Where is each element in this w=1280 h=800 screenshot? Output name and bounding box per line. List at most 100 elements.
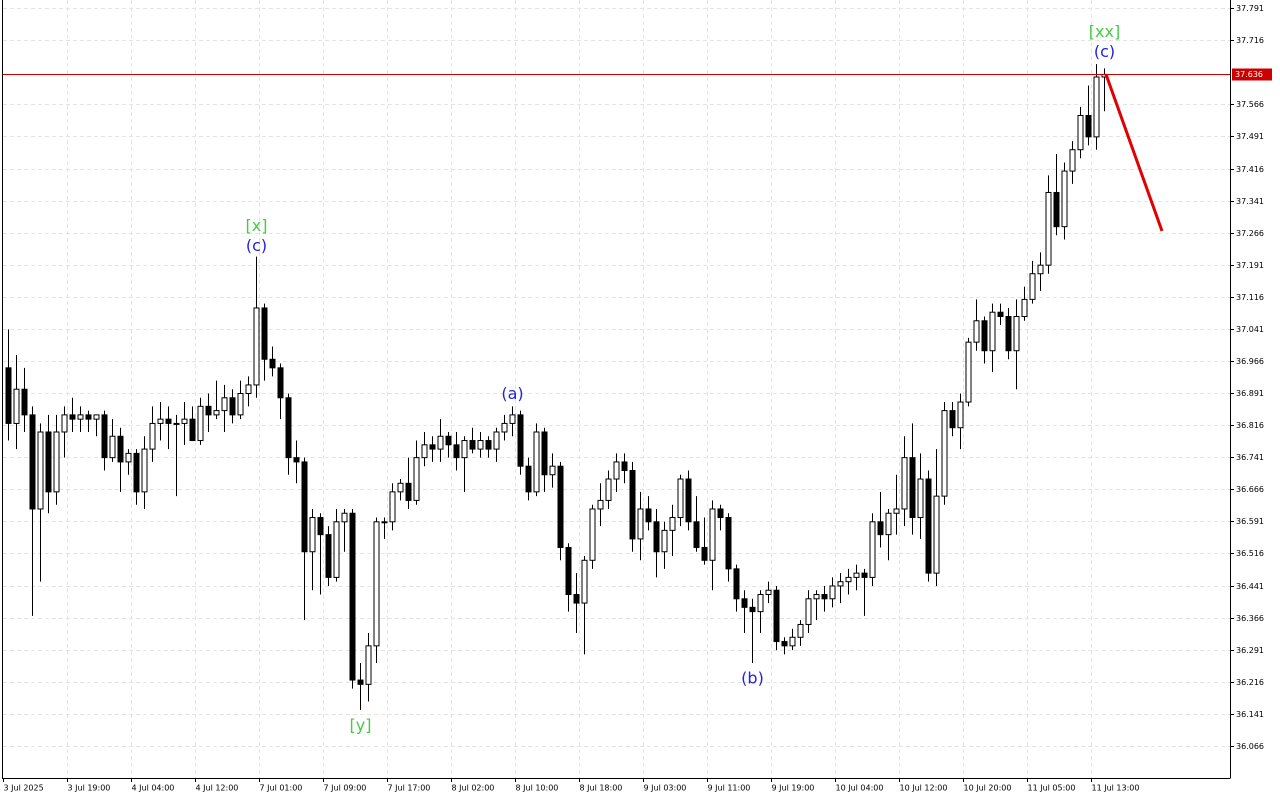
candle-body — [1061, 170, 1068, 228]
candle-body — [317, 517, 324, 536]
y-tick-label: 37.491 — [1236, 132, 1264, 141]
candle-body — [197, 405, 204, 442]
grid — [3, 0, 1230, 778]
candle-body — [509, 414, 516, 424]
wave-label: [x] — [246, 216, 268, 235]
candle-body — [221, 397, 228, 412]
candle-body — [45, 431, 52, 493]
candle-body — [669, 517, 676, 531]
candle-body — [925, 478, 932, 574]
candle-body — [861, 572, 868, 578]
y-tick-label: 36.591 — [1236, 517, 1264, 526]
candle-body — [893, 508, 900, 514]
y-tick-label: 36.966 — [1236, 357, 1264, 366]
y-tick-label: 37.266 — [1236, 229, 1264, 238]
candle-body — [901, 457, 908, 510]
candle-body — [461, 440, 468, 459]
candle-body — [325, 534, 332, 578]
candle-body — [269, 358, 276, 369]
candle-body — [133, 452, 140, 493]
candle-body — [229, 397, 236, 416]
y-tick-label: 36.366 — [1236, 614, 1264, 623]
candle-body — [77, 414, 84, 420]
candle-body — [109, 435, 116, 459]
candle-body — [453, 444, 460, 459]
candle-body — [557, 465, 564, 548]
candle-body — [485, 440, 492, 450]
x-tick-label: 9 Jul 19:00 — [772, 784, 815, 793]
candle-body — [981, 320, 988, 352]
x-tick-label: 8 Jul 02:00 — [452, 784, 495, 793]
candle-body — [405, 482, 412, 501]
y-tick-label: 37.566 — [1236, 100, 1264, 109]
x-tick-label: 4 Jul 04:00 — [132, 784, 175, 793]
candle-body — [93, 414, 100, 420]
candle-body — [53, 431, 60, 493]
candle-body — [1045, 191, 1052, 266]
candle-body — [349, 512, 356, 681]
candle-body — [621, 461, 628, 471]
candle-body — [341, 512, 348, 523]
candle-body — [813, 594, 820, 600]
candle-body — [333, 521, 340, 578]
candle-body — [21, 388, 28, 416]
candle-body — [741, 598, 748, 608]
candle-body — [5, 367, 12, 424]
wave-label: (b) — [741, 668, 764, 687]
candle-body — [997, 311, 1004, 318]
candle-body — [309, 517, 316, 553]
candle-body — [629, 469, 636, 540]
x-tick-label: 4 Jul 12:00 — [196, 784, 239, 793]
candle-body — [397, 482, 404, 493]
wave-label: (c) — [1094, 42, 1115, 61]
x-tick-label: 7 Jul 17:00 — [388, 784, 431, 793]
candle-body — [205, 405, 212, 416]
x-tick-label: 11 Jul 05:00 — [1028, 784, 1076, 793]
candle-body — [301, 461, 308, 553]
y-tick-label: 36.141 — [1236, 710, 1264, 719]
axes: 37.791 37.716 37.566 37.491 37.416 37.341 37.2… — [2, 0, 1264, 793]
price-label: 37.636 — [1235, 70, 1263, 79]
candle-body — [717, 508, 724, 519]
wave-label: (c) — [246, 236, 267, 255]
candle-body — [253, 307, 260, 386]
y-tick-label: 37.116 — [1236, 293, 1264, 302]
candle-body — [781, 641, 788, 647]
y-tick-label: 36.666 — [1236, 485, 1264, 494]
candle-body — [69, 414, 76, 420]
x-tick-label: 3 Jul 2025 — [4, 784, 44, 793]
x-tick-label: 10 Jul 04:00 — [836, 784, 884, 793]
x-tick-label: 11 Jul 13:00 — [1092, 784, 1140, 793]
y-tick-label: 36.816 — [1236, 421, 1264, 430]
candle-body — [29, 414, 36, 510]
candle-body — [501, 422, 508, 433]
candle-body — [933, 495, 940, 574]
x-tick-label: 8 Jul 18:00 — [580, 784, 623, 793]
candle-body — [709, 508, 716, 561]
wave-label: [y] — [350, 715, 372, 734]
candle-body — [173, 422, 180, 425]
candle-body — [957, 401, 964, 429]
candle-body — [573, 594, 580, 604]
x-tick-label: 10 Jul 20:00 — [964, 784, 1012, 793]
candle-body — [661, 529, 668, 553]
y-tick-label: 37.341 — [1236, 197, 1264, 206]
candle-body — [37, 431, 44, 510]
candle-body — [13, 388, 20, 424]
candle-body — [973, 320, 980, 343]
candle-body — [85, 414, 92, 420]
x-tick-label: 7 Jul 09:00 — [324, 784, 367, 793]
candle-body — [941, 410, 948, 497]
candle-body — [445, 435, 452, 446]
candle-body — [749, 606, 756, 613]
candle-body — [1021, 298, 1028, 318]
candle-body — [1005, 316, 1012, 352]
x-tick-label: 9 Jul 11:00 — [708, 784, 751, 793]
candle-body — [541, 431, 548, 476]
candle-body — [213, 410, 220, 416]
candle-body — [141, 448, 148, 493]
candle-body — [149, 422, 156, 450]
candles — [5, 64, 1108, 710]
candle-body — [965, 341, 972, 403]
candle-body — [765, 589, 772, 596]
